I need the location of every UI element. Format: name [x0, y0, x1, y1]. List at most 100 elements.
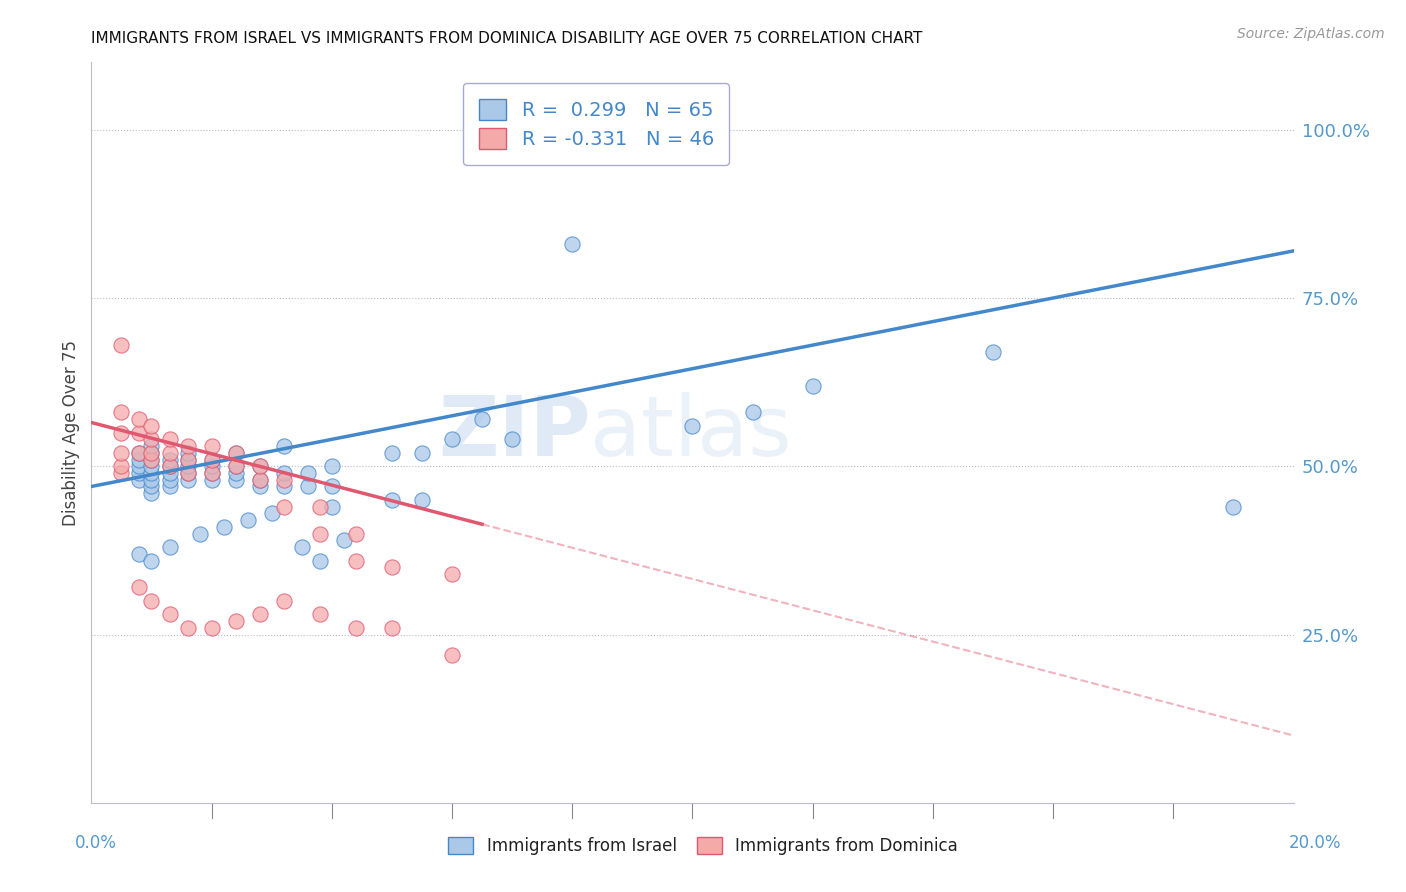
Point [249, 607, 271, 622]
Point [141, 594, 163, 608]
Point [212, 520, 235, 534]
Point [411, 446, 433, 460]
Point [981, 344, 1004, 359]
Point [381, 492, 404, 507]
Text: 20.0%: 20.0% [1288, 834, 1341, 852]
Point [128, 459, 150, 474]
Point [471, 412, 494, 426]
Point [741, 405, 763, 419]
Point [159, 459, 181, 474]
Text: Source: ZipAtlas.com: Source: ZipAtlas.com [1237, 27, 1385, 41]
Point [141, 473, 163, 487]
Point [321, 500, 343, 514]
Point [225, 446, 247, 460]
Point [308, 526, 330, 541]
Point [225, 459, 247, 474]
Text: ZIP: ZIP [437, 392, 591, 473]
Point [176, 621, 198, 635]
Point [291, 540, 314, 554]
Point [201, 459, 224, 474]
Point [176, 459, 198, 474]
Point [381, 560, 404, 574]
Point [273, 500, 295, 514]
Point [561, 237, 583, 252]
Point [440, 433, 463, 447]
Point [159, 446, 181, 460]
Point [225, 614, 247, 628]
Point [249, 473, 271, 487]
Point [176, 452, 198, 467]
Point [159, 466, 181, 480]
Point [249, 459, 271, 474]
Point [176, 452, 198, 467]
Point [110, 459, 132, 474]
Point [141, 452, 163, 467]
Point [159, 479, 181, 493]
Point [110, 446, 132, 460]
Point [297, 479, 319, 493]
Point [141, 418, 163, 433]
Point [176, 466, 198, 480]
Point [159, 452, 181, 467]
Text: IMMIGRANTS FROM ISRAEL VS IMMIGRANTS FROM DOMINICA DISABILITY AGE OVER 75 CORREL: IMMIGRANTS FROM ISRAEL VS IMMIGRANTS FRO… [91, 31, 922, 46]
Text: atlas: atlas [591, 392, 792, 473]
Point [273, 473, 295, 487]
Point [333, 533, 356, 548]
Point [128, 581, 150, 595]
Point [128, 446, 150, 460]
Point [501, 433, 523, 447]
Point [201, 466, 224, 480]
Point [141, 553, 163, 567]
Point [440, 648, 463, 662]
Point [141, 459, 163, 474]
Point [159, 607, 181, 622]
Point [128, 412, 150, 426]
Legend: R =  0.299   N = 65, R = -0.331   N = 46: R = 0.299 N = 65, R = -0.331 N = 46 [463, 83, 730, 164]
Point [141, 486, 163, 500]
Point [176, 473, 198, 487]
Text: 0.0%: 0.0% [75, 834, 117, 852]
Point [249, 459, 271, 474]
Point [128, 473, 150, 487]
Point [201, 452, 224, 467]
Point [321, 459, 343, 474]
Point [201, 473, 224, 487]
Point [225, 446, 247, 460]
Point [188, 526, 211, 541]
Point [141, 452, 163, 467]
Point [201, 466, 224, 480]
Point [344, 621, 367, 635]
Point [308, 500, 330, 514]
Point [249, 479, 271, 493]
Point [681, 418, 703, 433]
Point [273, 594, 295, 608]
Point [159, 473, 181, 487]
Point [273, 479, 295, 493]
Point [344, 553, 367, 567]
Point [260, 507, 283, 521]
Point [110, 425, 132, 440]
Point [225, 466, 247, 480]
Point [159, 459, 181, 474]
Point [225, 459, 247, 474]
Point [176, 446, 198, 460]
Point [176, 439, 198, 453]
Point [128, 547, 150, 561]
Point [273, 439, 295, 453]
Point [141, 433, 163, 447]
Point [141, 479, 163, 493]
Point [381, 621, 404, 635]
Point [110, 338, 132, 352]
Point [159, 540, 181, 554]
Point [381, 446, 404, 460]
Point [236, 513, 259, 527]
Point [176, 466, 198, 480]
Point [110, 405, 132, 419]
Point [201, 621, 224, 635]
Point [110, 466, 132, 480]
Point [141, 466, 163, 480]
Point [201, 439, 224, 453]
Point [440, 566, 463, 581]
Point [321, 479, 343, 493]
Y-axis label: Disability Age Over 75: Disability Age Over 75 [62, 340, 80, 525]
